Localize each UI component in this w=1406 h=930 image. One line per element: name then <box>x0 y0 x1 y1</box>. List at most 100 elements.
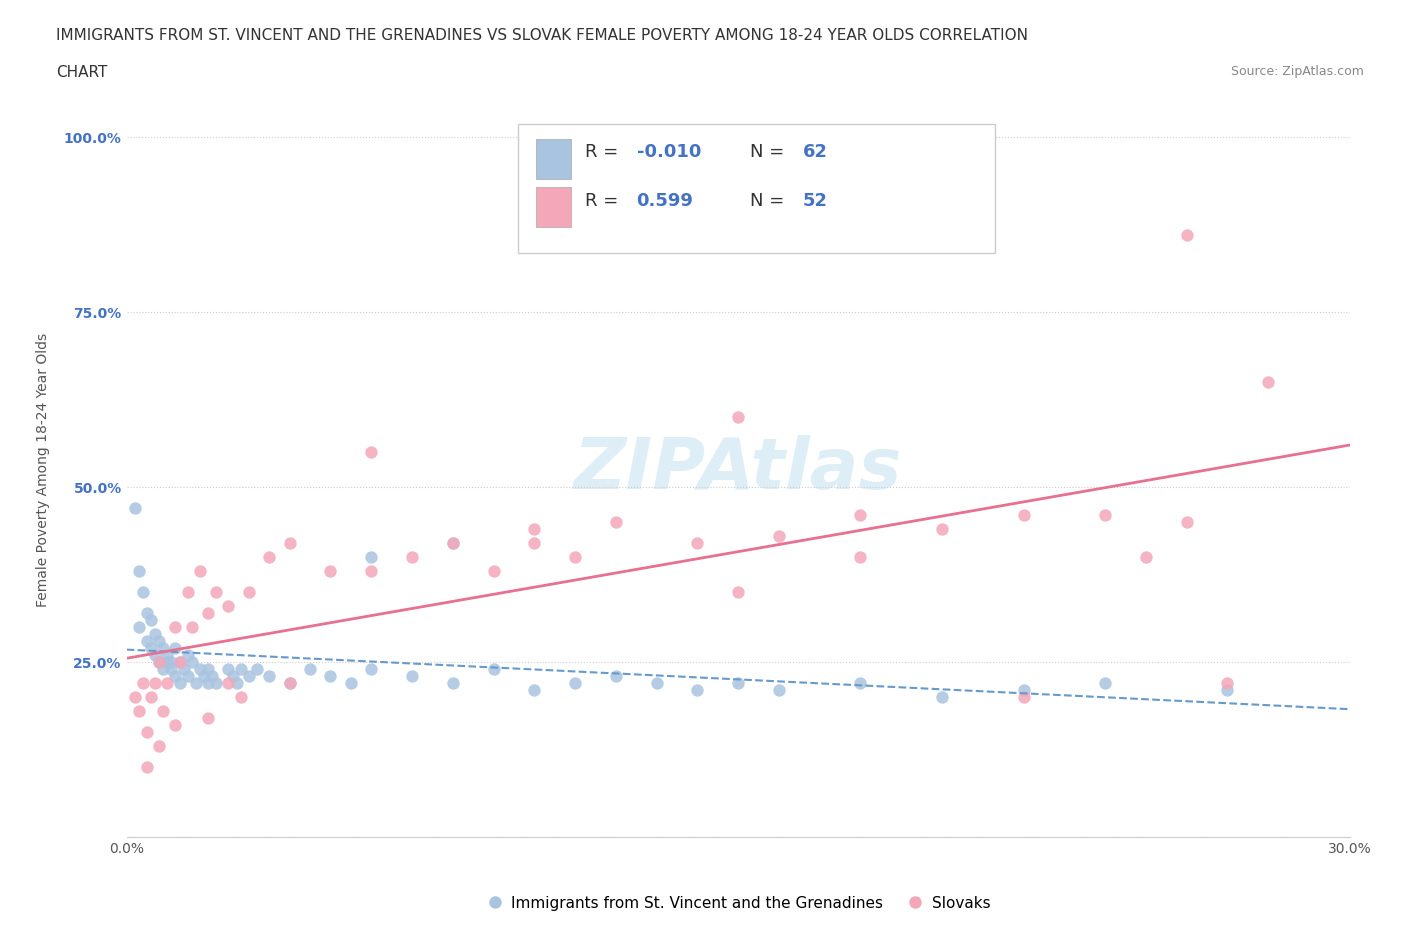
Point <box>605 669 627 684</box>
Point <box>299 661 322 676</box>
Point <box>160 655 183 670</box>
Point <box>128 704 150 719</box>
Point <box>132 675 155 690</box>
Point <box>727 585 749 600</box>
Point <box>132 585 155 600</box>
Point <box>180 655 202 670</box>
Point <box>165 718 187 733</box>
Point <box>197 661 219 676</box>
Point <box>217 675 239 690</box>
Text: 62: 62 <box>803 143 828 161</box>
Point <box>1012 683 1035 698</box>
Point <box>128 564 150 578</box>
Point <box>441 536 464 551</box>
Point <box>259 669 281 684</box>
Point <box>177 647 200 662</box>
Point <box>340 675 363 690</box>
Point <box>184 675 207 690</box>
Point <box>401 669 423 684</box>
Point <box>152 641 174 656</box>
Point <box>160 661 183 676</box>
Text: R =: R = <box>585 193 624 210</box>
Point <box>197 675 219 690</box>
Legend: Immigrants from St. Vincent and the Grenadines, Slovaks: Immigrants from St. Vincent and the Gren… <box>479 889 997 918</box>
Point <box>686 536 709 551</box>
Y-axis label: Female Poverty Among 18-24 Year Olds: Female Poverty Among 18-24 Year Olds <box>37 333 51 606</box>
Point <box>225 675 247 690</box>
Point <box>523 683 546 698</box>
Point <box>319 564 342 578</box>
Point <box>564 550 586 565</box>
Point <box>768 528 790 543</box>
Point <box>319 669 342 684</box>
Text: ZIPAtlas: ZIPAtlas <box>574 435 903 504</box>
Point <box>238 669 260 684</box>
Point <box>152 704 174 719</box>
Point <box>1216 683 1239 698</box>
Text: R =: R = <box>585 143 624 161</box>
Point <box>482 564 505 578</box>
Point <box>152 661 174 676</box>
Point <box>278 536 301 551</box>
Text: N =: N = <box>751 143 790 161</box>
Point <box>441 536 464 551</box>
Point <box>148 738 170 753</box>
Point <box>148 655 170 670</box>
Point <box>229 690 252 705</box>
Point <box>1216 675 1239 690</box>
Point <box>124 690 146 705</box>
Point <box>523 522 546 537</box>
Point <box>139 613 162 628</box>
Point <box>135 633 157 648</box>
Point <box>768 683 790 698</box>
Point <box>441 675 464 690</box>
Point <box>143 627 166 642</box>
Point <box>1012 508 1035 523</box>
Point <box>1175 514 1198 529</box>
Point <box>217 599 239 614</box>
Point <box>169 655 191 670</box>
Point <box>401 550 423 565</box>
Point <box>849 508 872 523</box>
Point <box>188 564 211 578</box>
Point <box>177 585 200 600</box>
Point <box>128 619 150 634</box>
Point <box>143 647 166 662</box>
Point <box>169 655 191 670</box>
Point <box>139 690 162 705</box>
Point <box>849 675 872 690</box>
Point <box>148 633 170 648</box>
Text: IMMIGRANTS FROM ST. VINCENT AND THE GRENADINES VS SLOVAK FEMALE POVERTY AMONG 18: IMMIGRANTS FROM ST. VINCENT AND THE GREN… <box>56 28 1028 43</box>
Point <box>645 675 668 690</box>
Point <box>221 669 243 684</box>
Point <box>849 550 872 565</box>
Point <box>205 675 228 690</box>
Point <box>135 724 157 739</box>
Point <box>156 647 179 662</box>
Point <box>1175 228 1198 243</box>
Point <box>931 690 953 705</box>
Point <box>1257 375 1279 390</box>
Point <box>169 675 191 690</box>
Point <box>238 585 260 600</box>
Point <box>1094 675 1116 690</box>
Text: Source: ZipAtlas.com: Source: ZipAtlas.com <box>1230 65 1364 78</box>
Point <box>148 655 170 670</box>
Point <box>564 675 586 690</box>
Point <box>278 675 301 690</box>
Point <box>177 669 200 684</box>
Point <box>229 661 252 676</box>
Point <box>360 564 382 578</box>
Point <box>360 445 382 459</box>
Text: -0.010: -0.010 <box>637 143 702 161</box>
Point <box>135 605 157 620</box>
Point <box>135 760 157 775</box>
Point <box>165 619 187 634</box>
Point <box>201 669 224 684</box>
Point <box>1094 508 1116 523</box>
Point <box>197 605 219 620</box>
Point <box>180 619 202 634</box>
Point <box>165 641 187 656</box>
Point <box>197 711 219 725</box>
FancyBboxPatch shape <box>536 139 571 179</box>
